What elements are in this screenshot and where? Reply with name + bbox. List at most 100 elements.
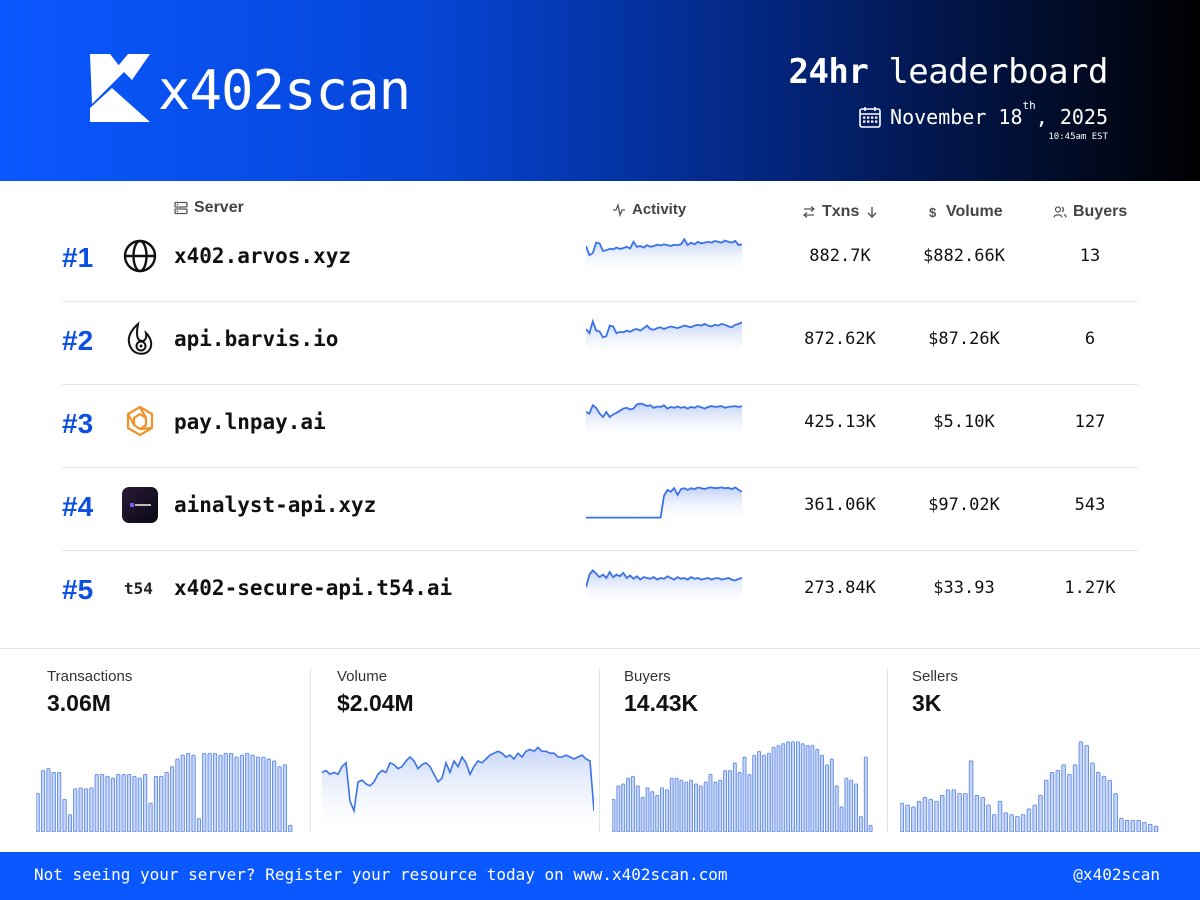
buyers-value: 1.27K (1064, 578, 1116, 598)
stat-value: $2.04M (337, 690, 414, 716)
volume-value: $33.93 (933, 578, 995, 598)
stat-bar (261, 756, 266, 832)
txns-value: 425.13K (804, 412, 876, 432)
leaderboard-row[interactable]: #3 pay.lnpay.ai 425.13K $5.10K 127 (62, 386, 1138, 468)
brand-name: x402scan (158, 59, 411, 122)
stat-bar (1136, 820, 1141, 832)
stat-bar (626, 777, 631, 832)
stat-bar (820, 754, 825, 832)
stat-bar (781, 743, 786, 832)
stat-bar (834, 785, 839, 832)
date-year: , 2025 (1035, 105, 1108, 129)
volume-value: $87.26K (928, 329, 1000, 349)
stat-bar (255, 756, 261, 832)
stat-bar (1084, 745, 1089, 832)
txns-value: 273.84K (804, 578, 876, 598)
stat-bar (239, 754, 245, 832)
stat-bar (844, 777, 849, 832)
calendar-icon (859, 107, 881, 128)
stat-bar (791, 741, 795, 832)
stat-bar (1020, 814, 1026, 832)
stat-bar (1009, 814, 1014, 832)
server-name[interactable]: ainalyst-api.xyz (174, 493, 377, 517)
column-header-server: Server (174, 199, 244, 217)
footer-message[interactable]: Not seeing your server? Register your re… (34, 865, 728, 884)
buyers-value: 13 (1079, 246, 1101, 266)
row-rank: #2 (62, 325, 94, 356)
buyers-value: 543 (1074, 495, 1106, 515)
stat-bar (911, 806, 916, 832)
stat-bar (660, 787, 664, 832)
leaderboard-row[interactable]: #4 ainalyst-api.xyz 361.06K $97.02K 543 (62, 469, 1138, 551)
stat-bar (694, 783, 698, 832)
stat-bar (737, 772, 742, 832)
stat-label: Sellers (912, 668, 958, 685)
stat-bar (997, 800, 1003, 832)
stat-bar (664, 789, 669, 832)
stat-bar (991, 814, 997, 832)
server-name[interactable]: api.barvis.io (174, 327, 339, 351)
server-name[interactable]: pay.lnpay.ai (174, 410, 326, 434)
leaderboard-row[interactable]: #5 t54 x402-secure-api.t54.ai 273.84K $33.93… (62, 552, 1138, 634)
leaderboard-time: 10:45am EST (1048, 132, 1108, 142)
stat-bar (153, 775, 159, 832)
leaderboard-row[interactable]: #1 x402.arvos.xyz 882.7K $882.66K 13 (62, 220, 1138, 302)
stat-bar (934, 800, 939, 832)
stat-bar (795, 741, 800, 832)
sparkline-line (586, 402, 742, 419)
stat-bar (916, 800, 922, 832)
stat-bar (245, 752, 250, 832)
activity-icon (613, 202, 625, 217)
stat-bar (110, 777, 116, 832)
column-header-buyers[interactable]: Buyers (1053, 203, 1127, 221)
leaderboard-title-rest: leaderboard (868, 52, 1108, 92)
stat-bar (829, 758, 834, 832)
stat-bar (771, 747, 776, 832)
sparkline-area (586, 570, 742, 606)
row-rank: #3 (62, 408, 94, 439)
stat-value: 3.06M (47, 690, 111, 716)
stat-value: 14.43K (624, 690, 699, 716)
stat-bar (175, 758, 180, 832)
server-icon (174, 201, 188, 215)
stat-bar (708, 773, 713, 832)
stat-bar (1061, 764, 1066, 832)
stat-bar (78, 787, 83, 832)
stat-bar (1095, 772, 1101, 832)
stat-bar (180, 754, 185, 832)
stat-divider (310, 668, 311, 832)
dollar-icon: $ (929, 205, 937, 219)
hexagon-icon (122, 404, 158, 440)
stat-bar (805, 745, 810, 832)
sparkline-area (586, 487, 742, 523)
stat-bar (747, 773, 752, 832)
column-header-txns[interactable]: Txns (802, 203, 879, 221)
stat-bar (1147, 823, 1153, 832)
stat-bar (62, 798, 67, 832)
stat-bar (250, 754, 255, 832)
column-header-volume[interactable]: $ Volume (926, 203, 1003, 221)
stat-bar (272, 760, 277, 832)
footer-handle[interactable]: @x402scan (1073, 865, 1160, 884)
server-name[interactable]: x402.arvos.xyz (174, 244, 352, 268)
stat-bar (868, 824, 873, 832)
txns-value: 361.06K (804, 495, 876, 515)
stat-bar (143, 773, 148, 832)
stat-panel-sellers: Sellers 3K (900, 660, 1160, 836)
stat-bar (968, 760, 974, 832)
ainalyst-logo (122, 487, 158, 523)
server-name[interactable]: x402-secure-api.t54.ai (174, 576, 453, 600)
stat-bar (169, 766, 175, 832)
stat-bar (863, 756, 868, 832)
stats-divider (0, 648, 1200, 649)
swap-arrows-icon (802, 206, 816, 218)
stat-area (322, 747, 594, 832)
stat-panel-buyers: Buyers 14.43K (612, 660, 874, 836)
stat-bar (1049, 772, 1055, 832)
leaderboard-title-bold: 24hr (788, 52, 869, 92)
stat-bar (980, 796, 985, 832)
stat-bar (849, 779, 854, 832)
stat-value: 3K (912, 690, 942, 716)
leaderboard-row[interactable]: #2 api.barvis.io 872.62K $87.26K 6 (62, 303, 1138, 385)
stat-bar (89, 787, 94, 832)
